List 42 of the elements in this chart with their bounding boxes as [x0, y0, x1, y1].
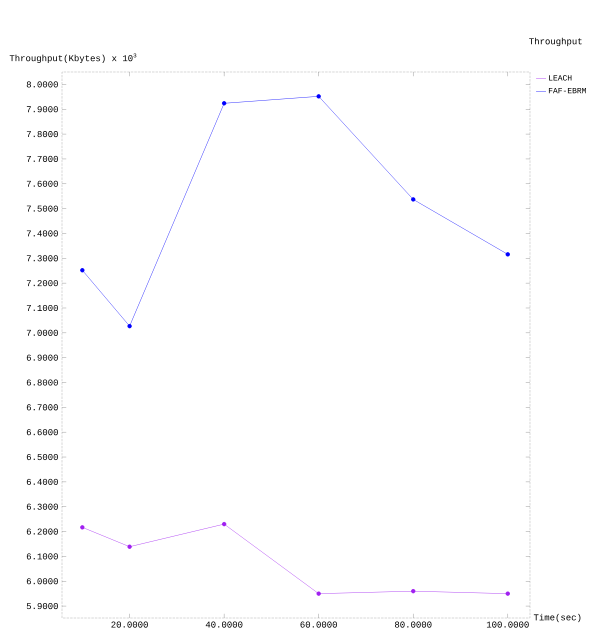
- point: [80, 268, 85, 272]
- x-tick-label: 40.0000: [206, 622, 242, 628]
- y-tick-label: 6.9000: [26, 354, 58, 361]
- point: [80, 525, 85, 530]
- x-tick-label: 20.0000: [111, 622, 148, 628]
- y-tick-label: 6.4000: [26, 478, 58, 485]
- y-axis-title: Throughput(Kbytes) x 10$^{3}$: [10, 53, 136, 64]
- y-tick-label: 6.0000: [26, 578, 58, 584]
- y-tick-label: 7.5000: [26, 206, 58, 212]
- x-tick-label: 100.0000: [486, 622, 529, 628]
- y-tick-label: 6.7000: [26, 404, 58, 410]
- point: [411, 197, 416, 202]
- y-tick-label: 6.2000: [26, 528, 58, 535]
- y-tick-label: 6.1000: [26, 553, 58, 560]
- y-tick-label: 6.8000: [26, 379, 58, 386]
- x-axis-title: Time(sec): [534, 614, 580, 622]
- point: [222, 101, 226, 106]
- point: [316, 591, 321, 596]
- y-tick-label: 7.9000: [26, 106, 58, 112]
- y-tick-label: 7.4000: [26, 230, 58, 237]
- point: [127, 544, 132, 549]
- y-tick-label: 6.5000: [26, 454, 58, 460]
- point: [506, 591, 510, 596]
- y-tick-label: 8.0000: [26, 81, 58, 88]
- y-tick-label: 6.6000: [26, 429, 58, 436]
- y-tick-label: 7.1000: [26, 304, 58, 312]
- point: [506, 252, 510, 257]
- y-tick-label: 7.0000: [26, 330, 58, 336]
- y-tick-label: 7.6000: [26, 180, 58, 187]
- y-tick-label: 7.7000: [26, 156, 58, 162]
- text: Throughput: [529, 38, 582, 46]
- y-tick-label: 7.8000: [26, 131, 58, 138]
- x-tick-label: 60.0000: [300, 622, 337, 628]
- point: [411, 588, 416, 594]
- y-tick-label: 7.3000: [26, 255, 58, 262]
- point: [222, 522, 226, 526]
- y-tick-label: 7.2000: [26, 280, 58, 286]
- point: [127, 324, 132, 328]
- y-tick-label: 6.3000: [26, 504, 58, 510]
- y-tick-label: 5.9000: [26, 603, 58, 610]
- x-tick-label: 80.0000: [394, 622, 432, 628]
- point: [316, 94, 321, 99]
